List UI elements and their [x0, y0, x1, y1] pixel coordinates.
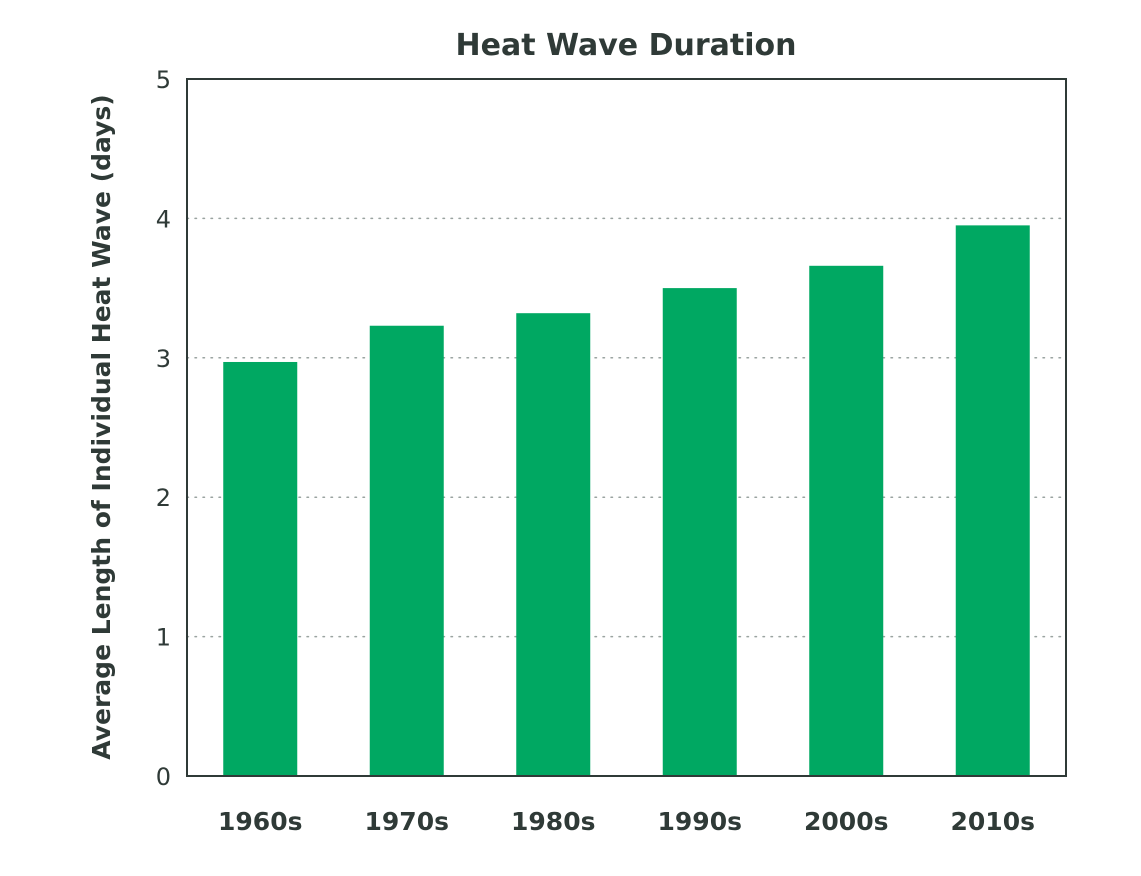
y-tick-label: 0: [156, 763, 171, 791]
x-tick-label: 2010s: [951, 807, 1035, 836]
bar-1980s: [516, 313, 591, 776]
bar-2010s: [955, 225, 1030, 776]
chart-title: Heat Wave Duration: [456, 28, 797, 63]
x-tick-label: 1960s: [218, 807, 302, 836]
x-tick-label: 1970s: [365, 807, 449, 836]
y-tick-label: 2: [156, 484, 171, 512]
y-tick-label: 4: [156, 205, 171, 233]
x-tick-label: 1980s: [511, 807, 595, 836]
bar-1960s: [223, 361, 298, 776]
y-axis-label: Average Length of Individual Heat Wave (…: [87, 94, 116, 759]
y-axis-ticks: 0 1 2 3 4 5: [156, 66, 171, 791]
plot-frame: [186, 78, 1067, 777]
bar-2000s: [809, 265, 884, 776]
bar-1990s: [662, 288, 737, 776]
x-tick-label: 1990s: [658, 807, 742, 836]
y-tick-label: 1: [156, 624, 171, 652]
x-axis-ticks: 1960s 1970s 1980s 1990s 2000s 2010s: [218, 807, 1035, 836]
y-tick-label: 3: [156, 345, 171, 373]
bar-1970s: [369, 325, 444, 776]
bars: [223, 225, 1030, 776]
x-tick-label: 2000s: [804, 807, 888, 836]
y-tick-label: 5: [156, 66, 171, 94]
gridlines: [186, 217, 1067, 638]
